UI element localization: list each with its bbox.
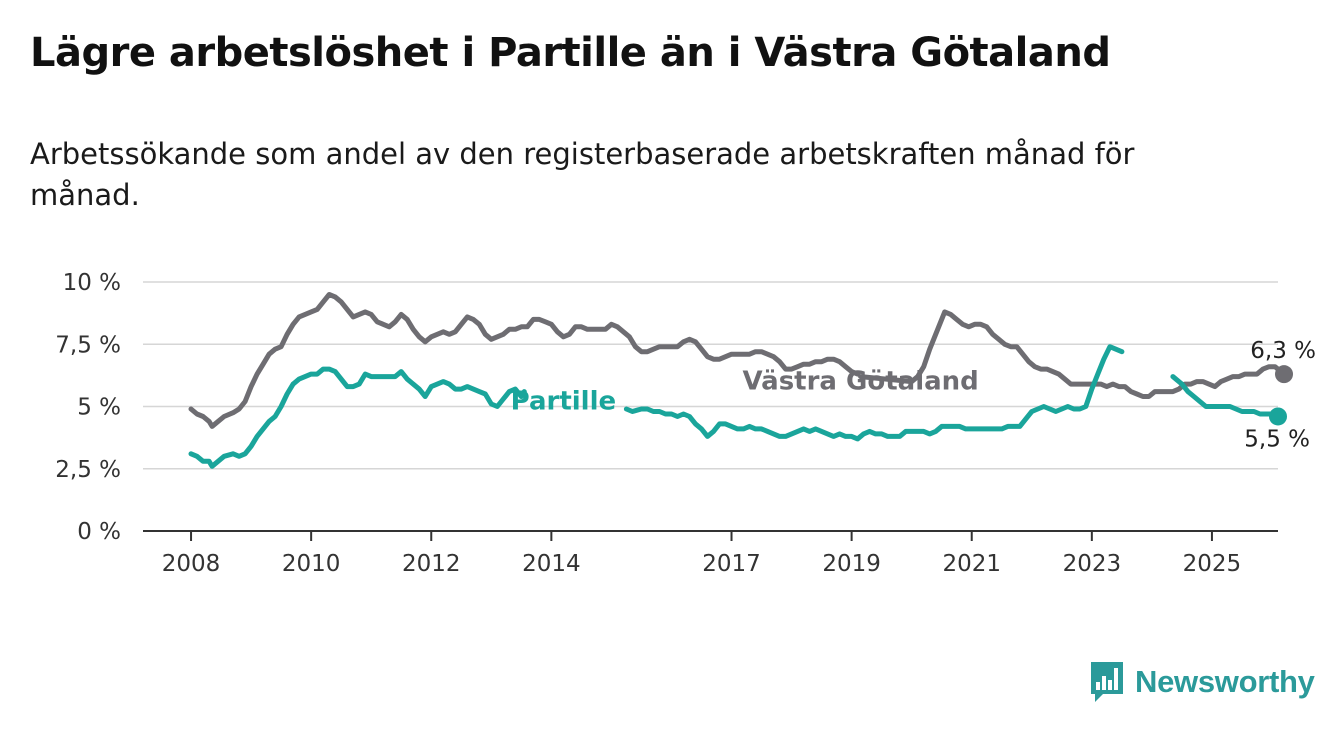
series-name-label: Partille [511,386,617,416]
x-tick-label: 2023 [1063,551,1122,577]
y-tick-label: 7,5 % [55,332,121,358]
y-tick-label: 10 % [63,270,121,296]
x-tick-label: 2012 [402,551,461,577]
x-tick-label: 2014 [522,551,581,577]
x-tick-label: 2017 [702,551,761,577]
bar-chart-icon [1091,662,1123,702]
brand-name: Newsworthy [1135,664,1315,699]
x-tick-label: 2008 [162,551,221,577]
series-line-2 [188,366,527,469]
series-name-label: Västra Götaland [742,366,978,396]
x-tick-label: 2021 [942,551,1001,577]
series-line-3 [623,344,1125,442]
chart-subtitle: Arbetssökande som andel av den registerb… [30,137,1135,212]
series-end-label: 5,5 % [1244,426,1310,452]
y-tick-label: 2,5 % [55,457,121,483]
x-tick-label: 2019 [822,551,881,577]
chart-title: Lägre arbetslöshet i Partille än i Västr… [30,30,1111,76]
series-end-marker [1269,407,1287,426]
y-tick-label: 5 % [77,395,121,421]
x-tick-label: 2025 [1183,551,1242,577]
series-end-label: 6,3 % [1250,338,1316,364]
series-end-marker [1275,365,1294,384]
newsworthy-logo: Newsworthy [1089,660,1315,704]
series-line-4 [1170,374,1281,419]
y-tick-label: 0 % [77,519,121,545]
series-line-0 [188,292,861,429]
x-tick-label: 2010 [282,551,341,577]
